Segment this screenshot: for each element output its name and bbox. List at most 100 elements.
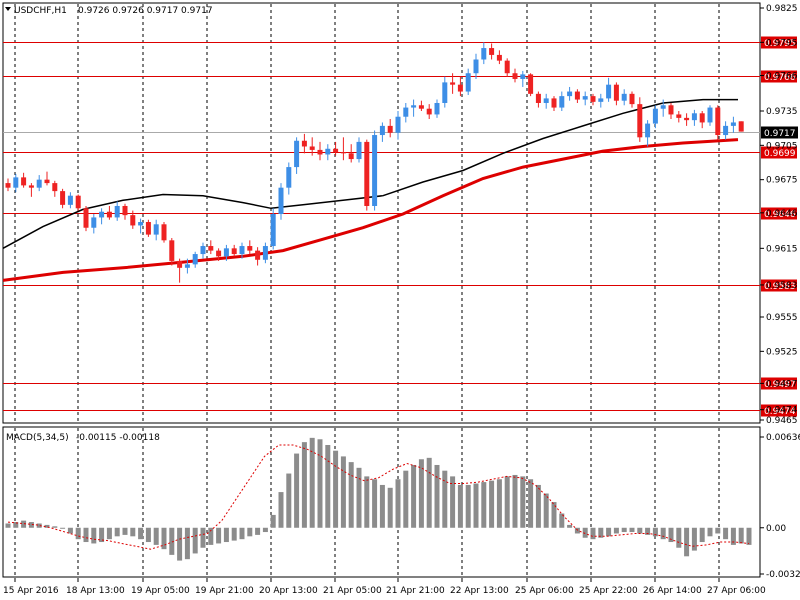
macd-bar: [340, 456, 346, 528]
macd-axis: 0.00636 0.00 -0.00324: [760, 433, 800, 580]
macd-bar: [200, 527, 206, 548]
macd-bar: [621, 527, 627, 533]
macd-bar: [216, 527, 222, 544]
last-price-label: 0.9717: [764, 129, 796, 139]
time-label: 25 Apr 06:00: [515, 586, 574, 596]
macd-bar: [637, 527, 643, 534]
candle-body: [301, 140, 307, 147]
candle: [730, 116, 736, 133]
candle-body: [184, 264, 190, 268]
horizontal-levels: 0.9795 0.9766 0.9699 0.9646 0.9583 0.9497 0.94…: [3, 36, 797, 417]
macd-bar: [660, 527, 666, 540]
macd-bar: [715, 527, 721, 534]
candle: [606, 77, 612, 102]
macd-bar: [83, 527, 89, 543]
candle-body: [489, 48, 495, 55]
candle-body: [231, 248, 237, 255]
macd-bar: [481, 482, 487, 528]
candle: [707, 105, 713, 126]
macd-bar: [528, 479, 534, 528]
candle: [192, 251, 198, 268]
candle-body: [567, 91, 573, 97]
level-label-box: [761, 404, 797, 417]
time-label: 21 Apr 21:00: [386, 586, 445, 596]
candle: [99, 208, 105, 225]
symbol-label: USDCHF,H1: [14, 6, 67, 16]
price-tick-label: 0.9675: [766, 176, 798, 186]
macd-bar: [278, 492, 284, 528]
macd-bar: [208, 527, 214, 545]
slow-moving-average: [2, 138, 739, 282]
candle-body: [668, 105, 674, 115]
price-tick-label: 0.9735: [766, 107, 798, 117]
candle: [356, 137, 362, 163]
macd-bar: [169, 527, 175, 555]
candle: [91, 214, 97, 234]
candle: [528, 73, 534, 97]
candle: [145, 219, 151, 237]
candle: [598, 93, 604, 108]
candle: [301, 133, 307, 154]
candle-body: [44, 179, 50, 184]
candle-body: [286, 167, 292, 188]
macd-bar: [473, 483, 479, 528]
level-label-box: [761, 70, 797, 83]
candle: [715, 105, 721, 140]
time-label: 18 Apr 13:00: [66, 586, 125, 596]
candle-body: [192, 254, 198, 265]
candle-body: [138, 222, 144, 226]
candle: [512, 68, 518, 83]
candle: [442, 76, 448, 108]
dropdown-triangle-icon[interactable]: [5, 7, 11, 11]
candle: [262, 242, 268, 264]
macd-bar: [270, 514, 276, 528]
candle-body: [606, 84, 612, 99]
candle: [691, 109, 697, 126]
candle-body: [723, 125, 729, 136]
candle: [28, 183, 34, 197]
candle-body: [262, 246, 268, 260]
macd-bar: [184, 527, 190, 560]
macd-bar: [442, 470, 448, 528]
candle-body: [270, 214, 276, 247]
candle: [652, 105, 658, 129]
macd-bar: [691, 527, 697, 551]
candle-body: [418, 105, 424, 109]
candle: [613, 82, 619, 106]
macd-values: -0.00115 -0.00118: [76, 433, 160, 443]
macd-bar: [418, 459, 424, 528]
candle: [200, 242, 206, 259]
time-label: 19 Apr 05:00: [131, 586, 190, 596]
macd-bar: [567, 524, 573, 528]
candle: [738, 121, 744, 132]
macd-bar: [36, 523, 42, 528]
macd-bar: [559, 513, 565, 528]
price-tick-label: 0.9474: [766, 406, 798, 416]
macd-bar: [177, 527, 183, 561]
macd-bar: [707, 527, 713, 537]
macd-bar: [28, 522, 34, 528]
candle-body: [660, 105, 666, 109]
candle: [231, 244, 237, 257]
fast-moving-average: [2, 98, 738, 249]
macd-bar: [379, 484, 385, 528]
candle: [434, 99, 440, 118]
candle-body: [379, 125, 385, 136]
macd-bar: [613, 527, 619, 534]
candle-body: [637, 104, 643, 138]
candle: [450, 73, 456, 94]
candle-body: [387, 125, 393, 133]
candle-body: [684, 117, 690, 121]
candle-body: [496, 54, 502, 61]
candle: [317, 141, 323, 161]
macd-signal-line: [7, 444, 750, 550]
macd-tick-label: -0.00324: [766, 570, 800, 580]
candle-body: [629, 93, 635, 105]
candle-body: [528, 74, 534, 94]
candle: [223, 244, 229, 261]
candle-body: [239, 246, 245, 255]
macd-bar: [161, 527, 167, 550]
macd-bar: [699, 527, 705, 543]
macd-bar: [21, 520, 27, 528]
